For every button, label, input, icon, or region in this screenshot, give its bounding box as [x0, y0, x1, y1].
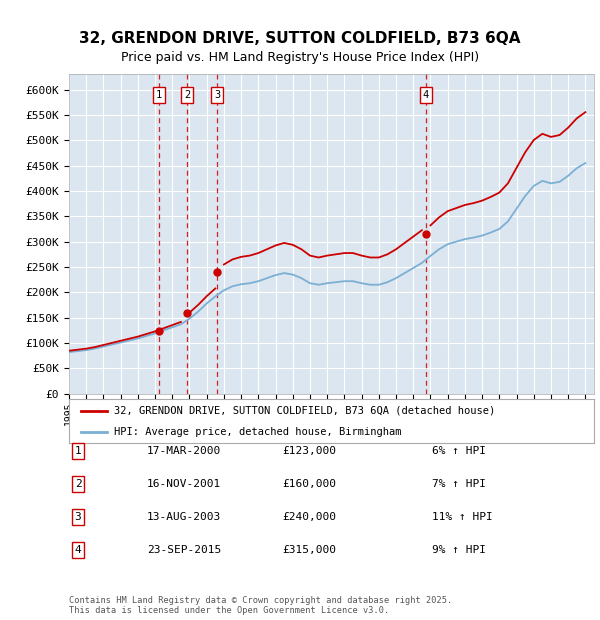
Text: 9% ↑ HPI: 9% ↑ HPI	[432, 545, 486, 555]
Text: HPI: Average price, detached house, Birmingham: HPI: Average price, detached house, Birm…	[113, 427, 401, 437]
Text: 7% ↑ HPI: 7% ↑ HPI	[432, 479, 486, 489]
Text: 11% ↑ HPI: 11% ↑ HPI	[432, 512, 493, 522]
Text: £315,000: £315,000	[282, 545, 336, 555]
Text: 1: 1	[74, 446, 82, 456]
Text: Contains HM Land Registry data © Crown copyright and database right 2025.
This d: Contains HM Land Registry data © Crown c…	[69, 596, 452, 615]
Text: 23-SEP-2015: 23-SEP-2015	[147, 545, 221, 555]
Text: 32, GRENDON DRIVE, SUTTON COLDFIELD, B73 6QA (detached house): 32, GRENDON DRIVE, SUTTON COLDFIELD, B73…	[113, 405, 495, 416]
Text: 2: 2	[184, 90, 191, 100]
Text: 4: 4	[74, 545, 82, 555]
Text: 16-NOV-2001: 16-NOV-2001	[147, 479, 221, 489]
Text: £123,000: £123,000	[282, 446, 336, 456]
Text: 17-MAR-2000: 17-MAR-2000	[147, 446, 221, 456]
Text: £160,000: £160,000	[282, 479, 336, 489]
Text: 6% ↑ HPI: 6% ↑ HPI	[432, 446, 486, 456]
Text: 2: 2	[74, 479, 82, 489]
Text: 32, GRENDON DRIVE, SUTTON COLDFIELD, B73 6QA: 32, GRENDON DRIVE, SUTTON COLDFIELD, B73…	[79, 31, 521, 46]
Text: 13-AUG-2003: 13-AUG-2003	[147, 512, 221, 522]
Text: 3: 3	[214, 90, 221, 100]
Text: 3: 3	[74, 512, 82, 522]
Text: Price paid vs. HM Land Registry's House Price Index (HPI): Price paid vs. HM Land Registry's House …	[121, 51, 479, 63]
Text: £240,000: £240,000	[282, 512, 336, 522]
Text: 1: 1	[155, 90, 162, 100]
Text: 4: 4	[423, 90, 429, 100]
